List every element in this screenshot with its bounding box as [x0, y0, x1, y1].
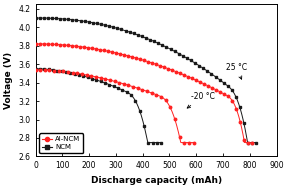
- Text: -20 °C: -20 °C: [187, 92, 215, 108]
- Legend: Al-NCM, NCM: Al-NCM, NCM: [39, 133, 83, 153]
- Text: 25 °C: 25 °C: [226, 63, 247, 79]
- X-axis label: Discharge capacity (mAh): Discharge capacity (mAh): [90, 176, 222, 185]
- Y-axis label: Voltage (V): Voltage (V): [4, 52, 13, 109]
